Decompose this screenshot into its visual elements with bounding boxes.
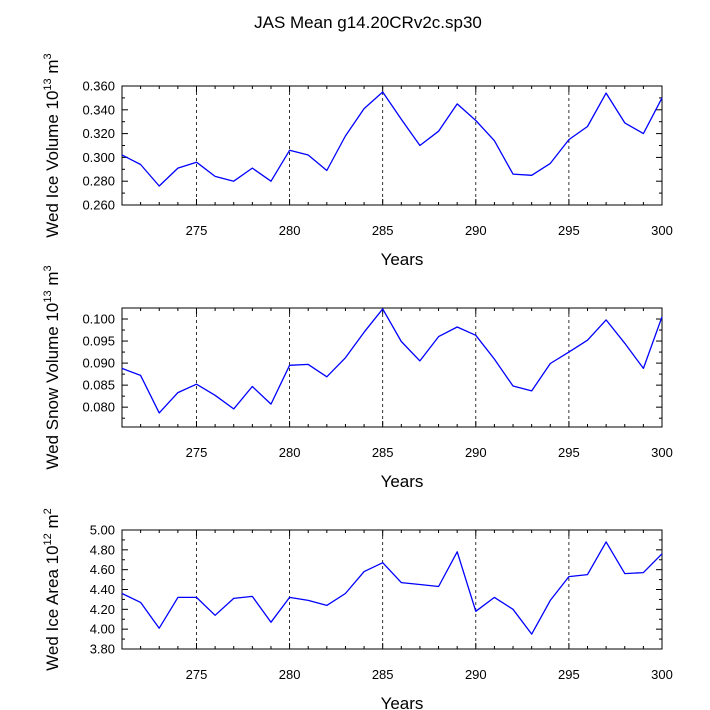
y-tick-label-4: 0.100 (82, 312, 115, 327)
x-axis-title-ice-volume: Years (381, 250, 424, 269)
y-tick-label-0: 0.080 (82, 400, 115, 415)
x-tick-label-290: 290 (465, 667, 487, 682)
y-tick-label-1: 0.085 (82, 378, 115, 393)
y-tick-label-1: 0.280 (82, 174, 115, 189)
x-tick-label-275: 275 (186, 223, 208, 238)
y-tick-label-3: 0.320 (82, 126, 115, 141)
y-tick-label-1: 4.00 (90, 622, 115, 637)
panels: 275 280 285 290 295 300 0.260 0.280 0.300 0.320 0.… (42, 53, 673, 710)
series-line-ice-volume (121, 91, 663, 187)
panel-ice-volume: 275 280 285 290 295 300 0.260 0.280 0.300 0.320 0.… (42, 53, 673, 269)
y-tick-label-6: 5.00 (90, 523, 115, 538)
y-tick-label-3: 0.095 (82, 334, 115, 349)
x-axis-title-ice-area: Years (381, 694, 424, 710)
plot-frame-ice-area (121, 529, 663, 650)
x-tick-label-285: 285 (372, 667, 394, 682)
x-tick-label-275: 275 (186, 445, 208, 460)
y-tick-label-3: 4.40 (90, 582, 115, 597)
x-tick-label-290: 290 (465, 445, 487, 460)
x-tick-label-275: 275 (186, 667, 208, 682)
y-tick-label-4: 4.60 (90, 562, 115, 577)
y-axis-title-snow-volume: Wed Snow Volume 1013 m3 (42, 265, 62, 469)
x-tick-label-295: 295 (558, 445, 580, 460)
x-tick-label-280: 280 (279, 445, 301, 460)
panel-ice-area: 275 280 285 290 295 300 3.80 4.00 4.20 4.40 4.60 4.… (42, 508, 673, 710)
plot-frame-snow-volume (121, 307, 663, 428)
series-line-snow-volume (121, 308, 663, 414)
y-tick-label-4: 0.340 (82, 102, 115, 117)
x-tick-label-285: 285 (372, 223, 394, 238)
x-tick-label-295: 295 (558, 223, 580, 238)
y-axis-title-ice-volume: Wed Ice Volume 1013 m3 (42, 53, 62, 237)
y-tick-label-5: 4.80 (90, 542, 115, 557)
x-tick-label-280: 280 (279, 223, 301, 238)
y-axis-title-ice-area: Wed Ice Area 1012 m2 (42, 508, 62, 671)
y-tick-label-5: 0.360 (82, 79, 115, 94)
x-tick-label-300: 300 (651, 223, 673, 238)
x-tick-label-290: 290 (465, 223, 487, 238)
y-tick-label-0: 0.260 (82, 198, 115, 213)
y-tick-label-0: 3.80 (90, 642, 115, 657)
x-tick-label-300: 300 (651, 667, 673, 682)
y-tick-label-2: 0.090 (82, 356, 115, 371)
x-tick-label-295: 295 (558, 667, 580, 682)
x-tick-label-300: 300 (651, 445, 673, 460)
x-tick-label-280: 280 (279, 667, 301, 682)
plot-frame-ice-volume (121, 85, 663, 206)
x-tick-label-285: 285 (372, 445, 394, 460)
figure-title: JAS Mean g14.20CRv2c.sp30 (254, 13, 482, 32)
y-tick-label-2: 4.20 (90, 602, 115, 617)
y-tick-label-2: 0.300 (82, 150, 115, 165)
series-line-ice-area (121, 541, 663, 635)
panel-snow-volume: 275 280 285 290 295 300 0.080 0.085 0.090 0.095 0.… (42, 265, 673, 491)
x-axis-title-snow-volume: Years (381, 472, 424, 491)
